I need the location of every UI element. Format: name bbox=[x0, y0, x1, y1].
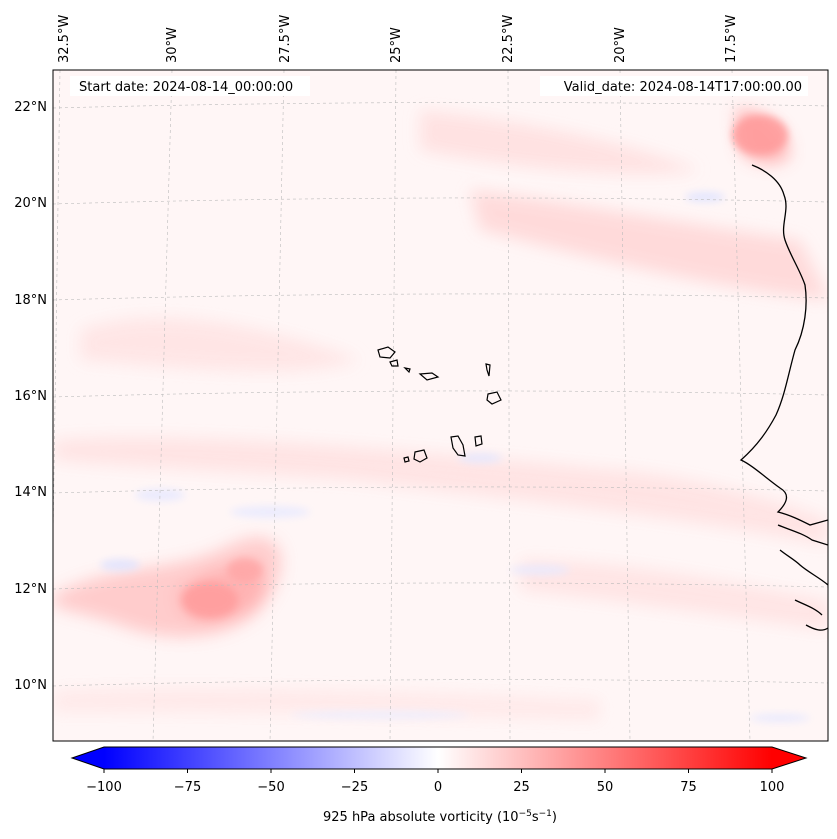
vorticity-min-islands bbox=[458, 453, 502, 463]
colorbar-tick-label: 25 bbox=[513, 780, 530, 795]
colorbar-max-extend bbox=[772, 747, 806, 769]
lon-label-30: 30°W bbox=[165, 27, 180, 63]
lat-label-14: 14°N bbox=[14, 485, 47, 500]
parallel-14 bbox=[53, 486, 828, 494]
colorbar-tick-label: −75 bbox=[174, 780, 201, 795]
vorticity-min-southwest bbox=[100, 559, 140, 571]
latitude-labels: 22°N 20°N 18°N 16°N 14°N 12°N 10°N bbox=[14, 100, 47, 693]
colorbar-label-exp2: −1 bbox=[539, 809, 552, 819]
lat-label-22: 22°N bbox=[14, 100, 47, 115]
vorticity-min-central bbox=[230, 506, 310, 518]
island-santiago bbox=[450, 435, 466, 457]
meridian-27-5 bbox=[269, 70, 285, 741]
vorticity-band-northeast bbox=[420, 110, 700, 174]
map-area: Start date: 2024-08-14_00:00:00 Valid_da… bbox=[52, 69, 829, 742]
vorticity-min-north bbox=[685, 192, 725, 202]
vorticity-band-southeast bbox=[520, 560, 828, 630]
vorticity-max-southwest bbox=[182, 582, 238, 618]
start-date-box bbox=[70, 76, 310, 96]
colorbar-tick-label: −50 bbox=[257, 780, 284, 795]
lon-label-22-5: 22.5°W bbox=[501, 15, 516, 63]
lat-label-10: 10°N bbox=[14, 678, 47, 693]
colorbar-min-extend bbox=[72, 747, 104, 769]
vorticity-min-west bbox=[135, 489, 185, 501]
vorticity-max-coastal bbox=[732, 115, 788, 155]
longitude-labels: 32.5°W 30°W 27.5°W 25°W 22.5°W 20°W 17.5… bbox=[57, 15, 739, 63]
colorbar-label-exp1: −5 bbox=[519, 809, 532, 819]
vorticity-band-north bbox=[470, 190, 828, 300]
vorticity-min-southeast-2 bbox=[750, 714, 810, 722]
meridian-22-5 bbox=[507, 70, 511, 741]
cape-verde-islands bbox=[377, 346, 502, 463]
lat-label-20: 20°N bbox=[14, 196, 47, 211]
lat-label-16: 16°N bbox=[14, 389, 47, 404]
meridian-20 bbox=[619, 70, 631, 741]
island-maio bbox=[474, 435, 483, 447]
vorticity-field bbox=[53, 70, 828, 741]
colorbar-tick-label: 75 bbox=[680, 780, 697, 795]
island-sao-nicolau bbox=[418, 372, 440, 381]
vorticity-band-central bbox=[53, 437, 828, 545]
lon-label-27-5: 27.5°W bbox=[278, 15, 293, 63]
island-santo-antao bbox=[377, 346, 396, 359]
parallel-18 bbox=[53, 293, 828, 301]
colorbar-tick-labels: −100 −75 −50 −25 0 25 50 75 100 bbox=[86, 780, 784, 795]
colorbar-label-mid: s bbox=[532, 810, 539, 825]
island-boa-vista bbox=[486, 391, 502, 405]
meridian-17-5 bbox=[731, 70, 751, 741]
island-sao-vicente bbox=[389, 359, 399, 367]
colorbar-body bbox=[104, 747, 772, 769]
colorbar-label-suffix: ) bbox=[552, 810, 557, 825]
meridian-30 bbox=[152, 70, 173, 741]
lon-label-25: 25°W bbox=[389, 27, 404, 63]
colorbar: −100 −75 −50 −25 0 25 50 75 100 925 hPa … bbox=[70, 746, 808, 825]
island-sal bbox=[485, 363, 491, 377]
colorbar-label-prefix: 925 hPa absolute vorticity (10 bbox=[323, 810, 519, 825]
colorbar-label: 925 hPa absolute vorticity (10−5s−1) bbox=[323, 809, 557, 825]
vorticity-min-southeast bbox=[510, 565, 570, 575]
colorbar-tick-label: −100 bbox=[86, 780, 122, 795]
graticule bbox=[53, 70, 828, 741]
colorbar-tick-label: 100 bbox=[760, 780, 785, 795]
vorticity-band-south bbox=[53, 688, 600, 720]
map-background bbox=[53, 70, 828, 741]
lon-label-32-5: 32.5°W bbox=[57, 15, 72, 63]
parallel-12 bbox=[53, 582, 828, 590]
island-santa-luzia bbox=[403, 367, 411, 374]
vorticity-max-southwest-2 bbox=[227, 558, 263, 582]
start-date-label: Start date: 2024-08-14_00:00:00 bbox=[79, 80, 293, 95]
vorticity-band-west bbox=[80, 317, 360, 372]
colorbar-tick-label: 50 bbox=[597, 780, 614, 795]
meridian-25 bbox=[389, 70, 397, 741]
island-brava bbox=[403, 456, 410, 463]
valid-date-label: Valid_date: 2024-08-14T17:00:00.00 bbox=[564, 80, 802, 95]
lon-label-17-5: 17.5°W bbox=[724, 15, 739, 63]
lat-label-12: 12°N bbox=[14, 582, 47, 597]
vorticity-min-south bbox=[290, 711, 470, 719]
colorbar-ticks bbox=[103, 769, 773, 773]
lon-label-20: 20°W bbox=[613, 27, 628, 63]
parallel-16 bbox=[53, 390, 828, 398]
parallel-10 bbox=[53, 679, 828, 687]
map-frame bbox=[52, 69, 829, 742]
colorbar-tick-label: 0 bbox=[434, 780, 442, 795]
african-coastline bbox=[739, 164, 828, 631]
island-fogo bbox=[413, 449, 428, 463]
lat-label-18: 18°N bbox=[14, 293, 47, 308]
valid-date-box bbox=[540, 76, 808, 96]
parallel-22 bbox=[53, 102, 828, 109]
parallel-20 bbox=[53, 197, 828, 205]
colorbar-tick-label: −25 bbox=[341, 780, 368, 795]
